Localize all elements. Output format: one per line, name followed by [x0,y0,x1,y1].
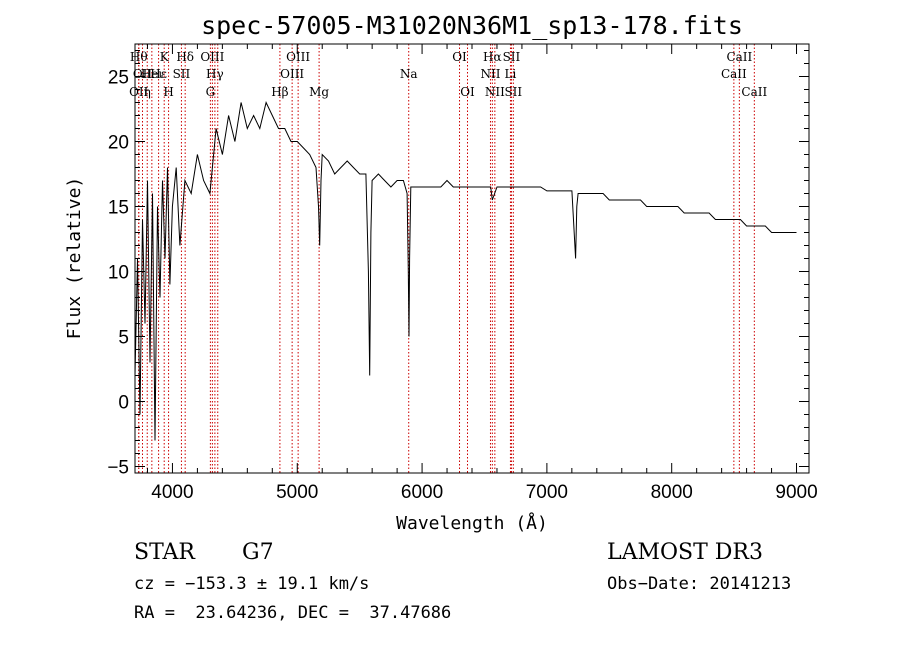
chart-title: spec-57005-M31020N36M1_sp13-178.fits [201,11,743,40]
line-label: Hγ [206,67,224,81]
y-tick-label: 25 [108,68,129,89]
x-axis-label: Wavelength (Å) [396,512,548,534]
line-label: OIII [280,67,304,81]
y-tick-label: 10 [108,263,129,284]
y-axis: −5 0 5 10 15 20 25 [107,50,809,479]
line-label: Hδ [176,50,194,64]
y-axis-label: Flux (relative) [64,177,85,340]
line-label: Na [400,67,418,81]
object-subclass: G7 [242,540,274,565]
line-label: OI [460,85,475,99]
redshift-velocity: cz = −153.3 ± 19.1 km/s [134,574,370,594]
x-tick-label: 6000 [401,482,443,503]
x-tick-label: 5000 [276,482,318,503]
line-label: Mg [309,85,329,99]
y-tick-label: 5 [118,328,129,349]
coordinates: RA = 23.64236, DEC = 37.47686 [134,603,452,623]
observation-date: Obs−Date: 20141213 [607,574,792,594]
x-tick-label: 8000 [651,482,693,503]
x-tick-label: 9000 [775,482,817,503]
line-label: OII [133,67,153,81]
x-tick-label: 7000 [526,482,568,503]
line-label: η [144,85,151,99]
line-label: OIII [286,50,310,64]
line-label: OI [452,50,467,64]
line-label: SII [173,67,191,81]
line-label: CaII [741,85,767,99]
line-label: G [206,85,216,99]
line-label: K [160,50,170,64]
line-label: OIII [200,50,224,64]
object-class: STAR [134,540,195,565]
y-tick-label: 20 [108,133,129,154]
x-tick-label: 4000 [151,482,193,503]
y-tick-label: 0 [118,393,129,414]
line-markers [138,44,755,473]
line-label: CaII [721,67,747,81]
spectrum-line [134,101,797,441]
line-label: Ηε [150,67,167,81]
line-labels: HθOIIOIIηHeιΗεKHSIIHδGOIIIHγHβOIIIOIIIMg… [129,50,767,99]
plot-frame [134,43,810,474]
line-label: NII [485,85,505,99]
y-tick-label: −5 [107,458,129,479]
line-label: Hα [483,50,502,64]
line-label: Hβ [271,85,288,99]
survey-name: LAMOST DR3 [607,540,763,565]
line-label: NII [480,67,500,81]
y-tick-label: 15 [108,198,129,219]
line-label: Hθ [130,50,148,64]
line-label: SII [504,85,522,99]
line-label: CaII [726,50,752,64]
line-label: Heι [141,67,164,81]
x-axis: 4000 5000 6000 7000 8000 9000 [146,44,818,503]
line-label: OII [129,85,149,99]
line-label: SII [503,50,521,64]
line-label: H [163,85,173,99]
line-label: Li [505,67,517,81]
